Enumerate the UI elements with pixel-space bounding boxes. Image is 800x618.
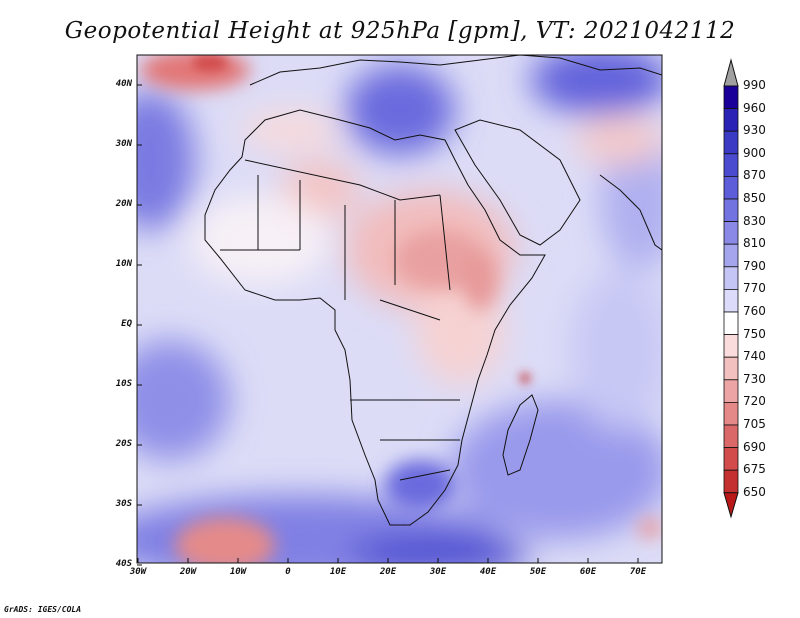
colorbar-swatch <box>723 424 739 449</box>
colorbar-level-label: 740 <box>743 349 766 364</box>
footer-credit: GrADS: IGES/COLA <box>4 605 82 614</box>
colorbar-swatch <box>723 198 739 223</box>
borders <box>220 159 460 481</box>
colorbar-level-label: 760 <box>743 304 766 318</box>
colorbar-swatch <box>723 311 739 336</box>
colorbar-swatch <box>723 447 739 471</box>
colorbar-level-label: 830 <box>743 213 766 228</box>
colorbar-swatch <box>723 153 739 177</box>
map-frame <box>136 54 663 564</box>
lat-tick-label: EQ <box>121 319 132 329</box>
madagascar-coastline <box>502 394 539 476</box>
colorbar-swatch <box>723 266 739 290</box>
colorbar-swatch <box>723 334 739 358</box>
lon-tick-label: 30W <box>129 567 147 577</box>
india-coastline <box>599 174 662 251</box>
colorbar-level-label: 990 <box>743 78 766 92</box>
chart-title: Geopotential Height at 925hPa [gpm], VT:… <box>64 18 736 44</box>
colorbar-swatch <box>723 469 739 494</box>
colorbar-level-label: 705 <box>743 417 766 431</box>
colorbar-level-label: 770 <box>743 281 766 296</box>
height-field <box>137 55 662 563</box>
colorbar-swatch <box>723 221 739 245</box>
colorbar-level-label: 810 <box>743 236 766 251</box>
africa-coastline <box>204 109 546 526</box>
colorbar-swatch <box>723 108 739 132</box>
colorbar-level-label: 900 <box>743 145 766 160</box>
colorbar-bottom-arrow <box>723 492 739 519</box>
colorbar-level-label: 850 <box>743 191 766 205</box>
colorbar-level-label: 690 <box>743 439 766 454</box>
lon-tick-label: 60E <box>579 567 597 577</box>
colorbar-swatch <box>723 401 739 426</box>
lon-tick-label: 10W <box>229 567 247 577</box>
colorbar-level-label: 870 <box>743 168 766 183</box>
lat-tick-label: 30S <box>115 499 132 509</box>
lat-tick-label: 40N <box>115 79 132 89</box>
lat-tick-label: 20N <box>115 199 132 209</box>
lon-tick-label: 30E <box>429 567 447 577</box>
colorbar-swatch <box>723 85 739 110</box>
lon-tick-label: 20W <box>179 567 197 577</box>
colorbar-swatch <box>723 288 739 313</box>
lon-tick-label: 10E <box>329 567 347 577</box>
lon-tick-label: 50E <box>529 567 547 577</box>
colorbar-level-label: 960 <box>743 100 766 115</box>
lat-tick-label: 10N <box>115 259 132 269</box>
colorbar-level-label: 790 <box>743 258 766 273</box>
colorbar-swatch <box>723 130 739 155</box>
colorbar-level-label: 675 <box>743 462 766 477</box>
europe-coastline <box>249 55 662 86</box>
arabia-coastline <box>454 119 581 246</box>
colorbar-level-label: 930 <box>743 123 766 138</box>
colorbar-level-label: 720 <box>743 394 766 409</box>
colorbar <box>723 58 739 519</box>
lat-tick-label: 40S <box>115 559 132 569</box>
lon-tick-label: 20E <box>379 567 397 577</box>
colorbar-swatch <box>723 175 739 200</box>
colorbar-swatch <box>723 243 739 268</box>
colorbar-swatch <box>723 379 739 403</box>
lat-tick-label: 10S <box>115 379 132 389</box>
lon-tick-label: 40E <box>479 567 497 577</box>
lat-tick-label: 30N <box>115 139 132 149</box>
colorbar-level-label: 730 <box>743 371 766 386</box>
lon-tick-label: 0 <box>285 567 291 577</box>
colorbar-swatch <box>723 356 739 381</box>
colorbar-top-arrow <box>723 58 739 87</box>
colorbar-level-label: 650 <box>743 484 766 499</box>
colorbar-level-label: 750 <box>743 326 766 341</box>
lon-tick-label: 70E <box>629 567 647 577</box>
tick-marks <box>137 84 639 566</box>
lat-tick-label: 20S <box>115 439 132 449</box>
